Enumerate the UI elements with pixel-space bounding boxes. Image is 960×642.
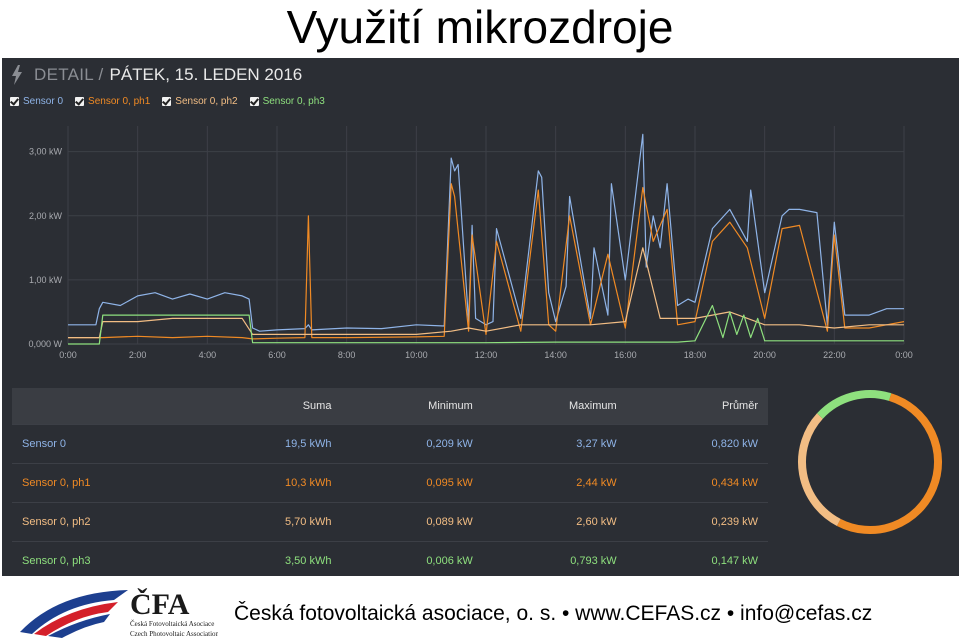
legend-label: Sensor 0, ph1 — [88, 96, 151, 107]
x-tick-label: 14:00 — [544, 350, 567, 360]
series-line-2 — [68, 247, 904, 339]
donut-slice-2 — [816, 390, 892, 419]
legend-item-sensor0[interactable]: Sensor 0 — [10, 96, 63, 107]
logo-sub2: Czech Photovoltaic Association — [130, 630, 218, 638]
donut-chart — [798, 390, 942, 534]
series-line-1 — [68, 183, 905, 340]
row-min: 0,089 kW — [341, 502, 483, 542]
table-header: Maximum — [482, 388, 627, 425]
x-tick-label: 4:00 — [199, 350, 217, 360]
donut-slice-1 — [798, 413, 841, 526]
row-min: 0,006 kW — [341, 541, 483, 580]
x-tick-label: 18:00 — [684, 350, 707, 360]
date-label: PÁTEK, 15. LEDEN 2016 — [109, 65, 303, 84]
table-header-row: Suma Minimum Maximum Průměr — [12, 388, 768, 425]
y-tick-label: 0,000 W — [28, 339, 62, 349]
table-row: Sensor 0, ph1 10,3 kWh 0,095 kW 2,44 kW … — [12, 463, 768, 503]
legend-label: Sensor 0, ph2 — [175, 96, 238, 107]
row-suma: 19,5 kWh — [200, 424, 342, 464]
row-suma: 10,3 kWh — [200, 463, 342, 503]
table-header — [12, 388, 201, 425]
row-name: Sensor 0, ph1 — [12, 463, 201, 503]
table-header: Minimum — [341, 388, 483, 425]
table-header: Suma — [200, 388, 342, 425]
power-line-chart: 0,000 W 1,00 kW 2,00 kW 3,00 kW 0:00 2:00 4:00… — [28, 126, 913, 360]
x-tick-label: 12:00 — [475, 350, 498, 360]
y-tick-label: 2,00 kW — [29, 211, 63, 221]
checkbox-icon[interactable] — [75, 97, 85, 106]
panel-header: DETAIL / PÁTEK, 15. LEDEN 2016 — [10, 62, 302, 88]
stats-table: Suma Minimum Maximum Průměr Sensor 0 19,… — [12, 388, 768, 580]
row-avg: 0,147 kW — [626, 541, 768, 580]
table-header: Průměr — [626, 388, 768, 425]
legend-item-ph3[interactable]: Sensor 0, ph3 — [249, 96, 325, 107]
x-tick-label: 22:00 — [823, 350, 846, 360]
logo-sub1: Česká Fotovoltaická Asociace — [130, 620, 214, 628]
checkbox-icon[interactable] — [162, 97, 172, 106]
cfa-logo: ČFA Česká Fotovoltaická Asociace Czech P… — [20, 588, 218, 638]
x-tick-label: 2:00 — [129, 350, 147, 360]
checkbox-icon[interactable] — [249, 97, 259, 106]
row-name: Sensor 0 — [12, 424, 201, 464]
row-suma: 3,50 kWh — [200, 541, 342, 580]
row-max: 0,793 kW — [482, 541, 627, 580]
row-max: 3,27 kW — [482, 424, 627, 464]
chart-legend: Sensor 0 Sensor 0, ph1 Sensor 0, ph2 Sen… — [10, 96, 325, 107]
logo-text: ČFA — [130, 588, 190, 621]
y-tick-label: 1,00 kW — [29, 275, 63, 285]
legend-label: Sensor 0 — [23, 96, 64, 107]
legend-item-ph2[interactable]: Sensor 0, ph2 — [162, 96, 238, 107]
lightning-icon — [12, 65, 22, 85]
x-tick-label: 6:00 — [268, 350, 286, 360]
row-min: 0,095 kW — [341, 463, 483, 503]
x-tick-label: 10:00 — [405, 350, 428, 360]
row-avg: 0,239 kW — [626, 502, 768, 542]
row-avg: 0,434 kW — [626, 463, 768, 503]
table-row: Sensor 0, ph3 3,50 kWh 0,006 kW 0,793 kW… — [12, 541, 768, 580]
checkbox-icon[interactable] — [10, 97, 19, 106]
row-suma: 5,70 kWh — [200, 502, 342, 542]
series-line-3 — [68, 304, 904, 345]
x-tick-label: 0:00 — [59, 350, 77, 360]
row-max: 2,44 kW — [482, 463, 627, 503]
legend-item-ph1[interactable]: Sensor 0, ph1 — [75, 96, 150, 107]
slide-title: Využití mikrozdroje — [286, 1, 674, 53]
legend-label: Sensor 0, ph3 — [262, 96, 325, 107]
row-name: Sensor 0, ph2 — [12, 502, 201, 542]
detail-label: DETAIL / — [34, 65, 104, 84]
donut-slice-0 — [836, 393, 942, 534]
table-row: Sensor 0 19,5 kWh 0,209 kW 3,27 kW 0,820… — [12, 424, 768, 464]
x-tick-label: 8:00 — [338, 350, 356, 360]
x-tick-label: 16:00 — [614, 350, 637, 360]
row-name: Sensor 0, ph3 — [12, 541, 201, 580]
slide-footer: ČFA Česká Fotovoltaická Asociace Czech P… — [0, 578, 960, 642]
dashboard-panel: DETAIL / PÁTEK, 15. LEDEN 2016 Sensor 0 … — [2, 58, 959, 580]
y-tick-label: 3,00 kW — [29, 147, 63, 157]
row-min: 0,209 kW — [341, 424, 483, 464]
table-row: Sensor 0, ph2 5,70 kWh 0,089 kW 2,60 kW … — [12, 502, 768, 542]
footer-contact: Česká fotovoltaická asociace, o. s. • ww… — [234, 602, 873, 625]
row-max: 2,60 kW — [482, 502, 627, 542]
x-tick-label: 20:00 — [753, 350, 776, 360]
x-tick-label: 0:00 — [895, 350, 913, 360]
series-line-0 — [68, 133, 904, 332]
row-avg: 0,820 kW — [626, 424, 768, 464]
